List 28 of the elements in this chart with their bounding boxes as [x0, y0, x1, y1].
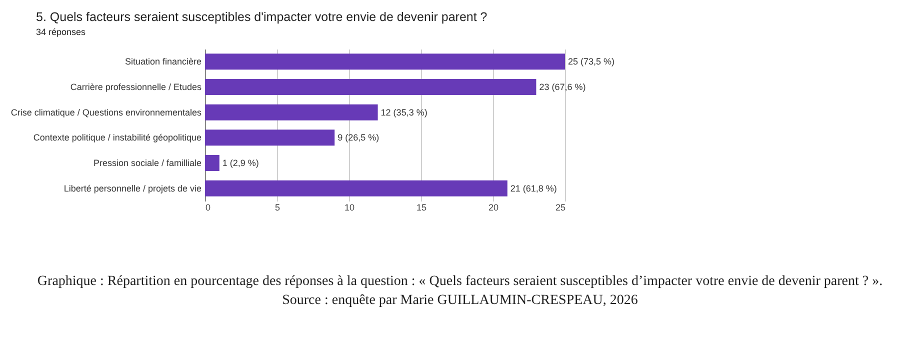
data-label: 21 (61,8 %) — [510, 183, 557, 194]
chart-title: 5. Quels facteurs seraient susceptibles d'impacter votre envie de devenir parent ? — [36, 10, 488, 24]
x-tick-label: 0 — [206, 202, 211, 212]
x-tick-label: 20 — [488, 202, 499, 212]
text: Graphique : Répartition en pourcentage des réponses à la question : « Quels facteurs seraient susceptibles d’impacter votre envie de devenir parent ? ». — [36, 273, 884, 291]
bar — [205, 54, 565, 70]
data-label: 23 (67,6 %) — [539, 82, 586, 92]
y-tick-label: Pression sociale / familliale — [93, 158, 202, 168]
bar — [205, 180, 508, 196]
bar — [205, 155, 220, 171]
y-tick-label: Situation financière — [124, 56, 202, 67]
y-tick-label: Liberté personnelle / projets de vie — [64, 183, 202, 194]
data-label: 1 (2,9 %) — [222, 158, 259, 168]
x-tick-label: 25 — [555, 202, 566, 212]
bar — [205, 104, 378, 120]
text: 34 réponses — [36, 27, 87, 37]
data-label: 25 (73,5 %) — [568, 56, 615, 67]
source-note: Source : enquête par Marie GUILLAUMIN-CRESPEAU, 2026 — [281, 292, 639, 310]
x-tick-label: 5 — [274, 202, 280, 212]
y-tick-label: Crise climatique / Questions environnementales — [10, 107, 202, 118]
y-tick-label: Carrière professionnelle / Etudes — [70, 82, 202, 92]
x-tick-label: 15 — [416, 202, 427, 212]
bar — [205, 130, 335, 146]
y-tick-label: Contexte politique / instabilité géopolitique — [33, 132, 202, 143]
bar — [205, 79, 536, 95]
data-label: 9 (26,5 %) — [338, 132, 380, 143]
x-tick-label: 10 — [344, 202, 355, 212]
data-label: 12 (35,3 %) — [380, 107, 428, 118]
